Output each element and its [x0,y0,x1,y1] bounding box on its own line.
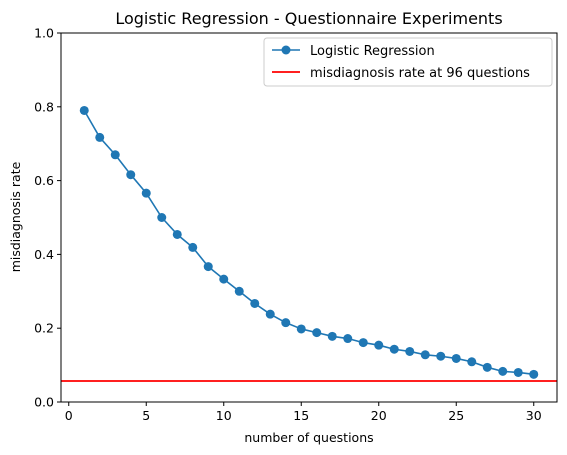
x-tick-label: 20 [371,408,387,423]
data-point [374,341,383,350]
y-tick-label: 0.4 [34,247,54,262]
data-point [297,324,306,333]
data-point [467,357,476,366]
data-point [266,310,275,319]
data-point [312,328,321,337]
y-tick-label: 0.2 [34,321,54,336]
data-point [188,243,197,252]
data-point [281,318,290,327]
data-point [95,133,104,142]
data-point [390,345,399,354]
data-point [173,230,182,239]
x-tick-label: 10 [216,408,232,423]
data-point [405,347,414,356]
x-axis-label: number of questions [244,430,373,445]
y-tick-label: 0.0 [34,395,54,410]
data-point [111,150,120,159]
data-point [529,370,538,379]
data-point [514,368,523,377]
chart-title: Logistic Regression - Questionnaire Expe… [115,9,502,28]
data-point [219,275,228,284]
data-point [157,213,166,222]
data-point [359,338,368,347]
y-axis-label: misdiagnosis rate [8,161,23,272]
plot-area [61,33,557,402]
data-point [343,334,352,343]
y-tick-label: 0.6 [34,173,54,188]
data-point [498,367,507,376]
data-point [250,299,259,308]
data-point [126,170,135,179]
data-point [80,106,89,115]
data-point [328,332,337,341]
x-tick-label: 25 [448,408,464,423]
x-tick-label: 5 [142,408,150,423]
y-tick-label: 1.0 [34,26,54,41]
legend-label-reference-line: misdiagnosis rate at 96 questions [310,66,530,81]
x-tick-label: 15 [293,408,309,423]
data-point [142,189,151,198]
legend: Logistic Regression misdiagnosis rate at… [264,38,552,86]
x-tick-label: 0 [65,408,73,423]
data-point [204,262,213,271]
data-point [452,354,461,363]
data-point [235,287,244,296]
y-tick-label: 0.8 [34,99,54,114]
data-point [483,363,492,372]
x-tick-label: 30 [526,408,542,423]
data-point [436,352,445,361]
plot-background [61,33,557,402]
data-point [421,350,430,359]
legend-marker-logistic-regression [282,46,291,55]
legend-label-logistic-regression: Logistic Regression [310,44,435,59]
